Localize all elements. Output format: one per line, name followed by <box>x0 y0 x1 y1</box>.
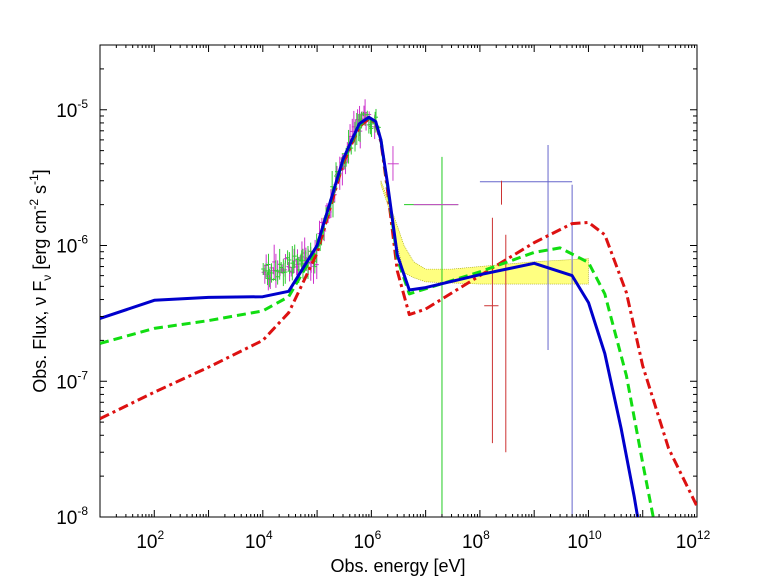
x-tick-label: 1010 <box>567 528 602 553</box>
x-tick-label: 106 <box>353 528 381 553</box>
y-label-part: ν <box>30 297 50 306</box>
x-tick-label: 1012 <box>676 528 711 553</box>
x-tick-exp: 6 <box>375 528 382 542</box>
y-label-part: [erg cm <box>30 210 50 275</box>
x-tick-exp: 8 <box>483 528 490 542</box>
x-tick-base: 10 <box>676 532 697 553</box>
x-tick-base: 10 <box>353 532 374 553</box>
x-tick-exp: 12 <box>697 528 711 542</box>
y-label-part: Obs. Flux, <box>30 306 50 393</box>
x-tick-label: 104 <box>245 528 273 553</box>
y-tick-exp: -8 <box>77 504 88 518</box>
y-tick-label: 10-7 <box>56 368 88 393</box>
y-tick-label: 10-8 <box>56 504 88 529</box>
x-tick-exp: 4 <box>266 528 273 542</box>
y-tick-base: 10 <box>56 237 77 258</box>
x-tick-base: 10 <box>567 532 588 553</box>
y-tick-base: 10 <box>56 101 77 122</box>
y-tick-exp: -7 <box>77 368 88 382</box>
y-tick-exp: -5 <box>77 97 88 111</box>
model-blue-solid <box>100 115 640 517</box>
y-label-part: -2 <box>27 199 41 210</box>
x-tick-exp: 2 <box>157 528 164 542</box>
y-tick-base: 10 <box>56 372 77 393</box>
y-label-part: s <box>30 185 50 199</box>
y-label-part: -1 <box>27 174 41 185</box>
x-axis-label: Obs. energy [eV] <box>330 556 465 576</box>
x-tick-label: 102 <box>136 528 164 553</box>
x-tick-base: 10 <box>245 532 266 553</box>
y-tick-base: 10 <box>56 508 77 529</box>
plot-area <box>99 44 698 518</box>
y-tick-exp: -6 <box>77 233 88 247</box>
y-axis-label: Obs. Flux, ν Fν [erg cm-2 s-1] <box>27 169 54 392</box>
x-tick-base: 10 <box>462 532 483 553</box>
y-tick-label: 10-5 <box>56 97 88 122</box>
y-tick-label: 10-6 <box>56 233 88 258</box>
x-tick-base: 10 <box>136 532 157 553</box>
x-tick-exp: 10 <box>588 528 602 542</box>
y-label-part: F <box>30 281 50 297</box>
x-tick-label: 108 <box>462 528 490 553</box>
y-label-part: ] <box>30 169 50 174</box>
y-label-part: ν <box>40 275 54 281</box>
